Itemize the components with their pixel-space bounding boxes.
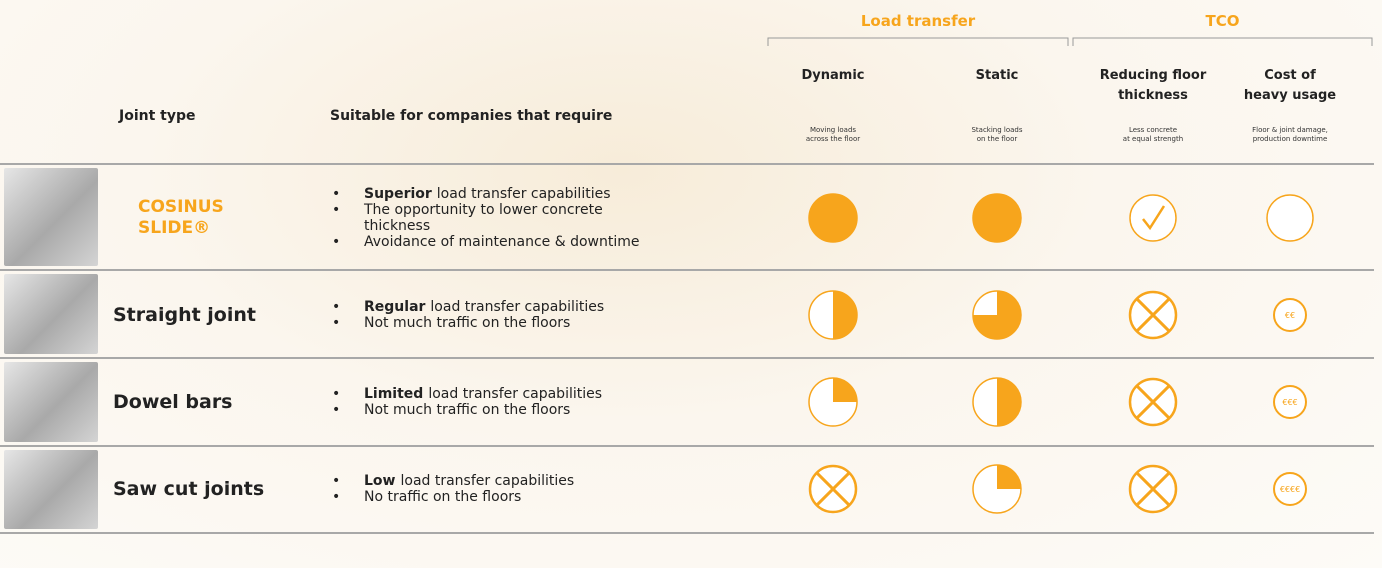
cost-icon <box>1273 472 1307 506</box>
joint-name: Saw cut joints <box>113 477 265 500</box>
group-bracket <box>767 37 1069 46</box>
joint-image <box>4 168 98 266</box>
bullet-bold: Superior <box>364 186 432 202</box>
column-title: Dynamic <box>801 68 865 83</box>
harvey-fill <box>833 378 857 402</box>
column-header: Suitable for companies that require <box>330 108 613 124</box>
column-subtitle: Floor & joint damage, production downtim… <box>1252 126 1328 143</box>
joint-name: Dowel bars <box>113 390 233 413</box>
cross-icon <box>1135 471 1171 507</box>
harvey-fill <box>997 378 1021 426</box>
joint-name: Straight joint <box>113 303 256 326</box>
harvey-fill <box>973 194 1021 242</box>
bullet-item: No traffic on the floors <box>330 489 660 505</box>
joint-image <box>4 274 98 354</box>
bullet-text: Not much traffic on the floors <box>364 402 571 418</box>
check-icon <box>1142 205 1166 231</box>
harvey-fill <box>833 291 857 339</box>
bullet-bold: Regular <box>364 299 426 315</box>
column-title: Cost of heavy usage <box>1243 68 1337 103</box>
bullet-bold: Limited <box>364 386 424 402</box>
bullet-item: The opportunity to lower concrete thickn… <box>330 202 660 234</box>
bullet-text: Not much traffic on the floors <box>364 315 571 331</box>
cost-label: €€ <box>1285 311 1295 320</box>
empty-icon <box>1266 194 1314 242</box>
cost-label: €€€ <box>1282 398 1297 407</box>
group-label: TCO <box>1205 12 1240 30</box>
cross-icon <box>1135 297 1171 333</box>
bullet-item: Avoidance of maintenance & downtime <box>330 234 660 250</box>
column-header: Joint type <box>119 108 196 124</box>
check-icon <box>1129 194 1177 242</box>
joint-image <box>4 450 98 529</box>
bullet-bold: Low <box>364 473 396 489</box>
cross-icon <box>815 471 851 507</box>
group-label: Load transfer <box>860 12 976 30</box>
joint-image <box>4 362 98 442</box>
bullet-text: load transfer capabilities <box>400 473 575 489</box>
bullet-text: Avoidance of maintenance & downtime <box>364 234 640 250</box>
column-title: Reducing floor thickness <box>1099 68 1207 103</box>
bullet-text: The opportunity to lower concrete thickn… <box>364 202 603 234</box>
cost-icon <box>1273 385 1307 419</box>
column-subtitle: Stacking loads on the floor <box>971 126 1023 143</box>
harvey-fill <box>973 291 1021 339</box>
bullet-item: Not much traffic on the floors <box>330 315 660 331</box>
bullet-text: load transfer capabilities <box>436 186 611 202</box>
bullet-text: load transfer capabilities <box>428 386 603 402</box>
bullet-text: No traffic on the floors <box>364 489 522 505</box>
column-title: Static <box>975 68 1019 83</box>
harvey-fill <box>809 194 857 242</box>
cross-icon <box>1135 384 1171 420</box>
bullet-text: load transfer capabilities <box>430 299 605 315</box>
joint-name: COSINUS SLIDE® <box>138 197 224 238</box>
cost-icon <box>1273 298 1307 332</box>
column-subtitle: Less concrete at equal strength <box>1122 126 1184 143</box>
group-bracket <box>1072 37 1373 46</box>
bullet-item: Not much traffic on the floors <box>330 402 660 418</box>
column-subtitle: Moving loads across the floor <box>805 126 861 143</box>
cost-label: €€€€ <box>1280 485 1300 494</box>
harvey-fill <box>997 465 1021 489</box>
